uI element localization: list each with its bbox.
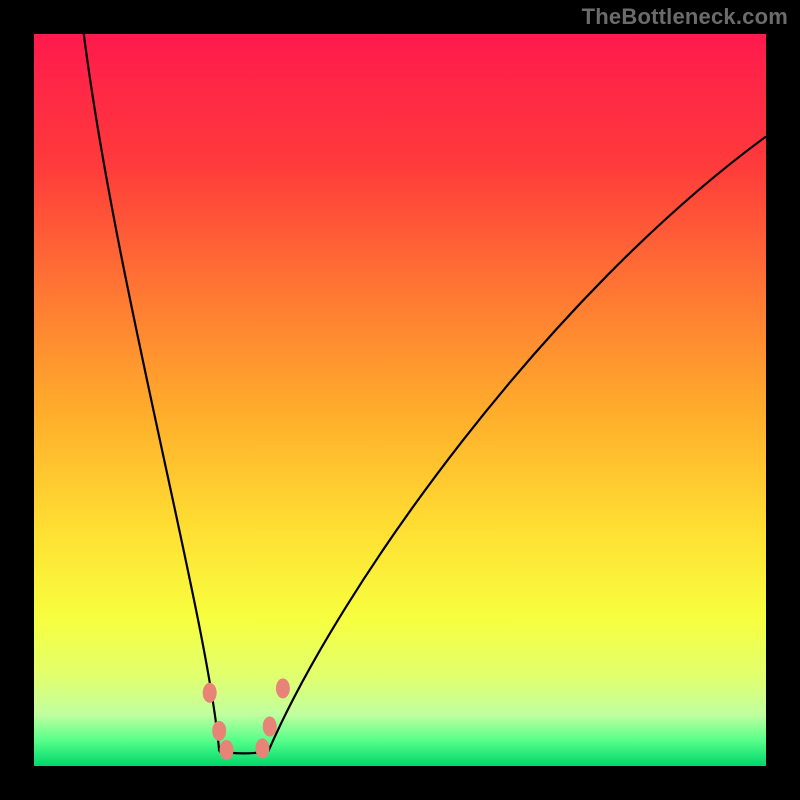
knot-marker	[263, 716, 277, 736]
gradient-background	[34, 34, 766, 766]
knot-marker	[255, 738, 269, 758]
plot-area	[34, 34, 766, 766]
canvas-root: TheBottleneck.com	[0, 0, 800, 800]
knot-marker	[220, 740, 234, 760]
bottleneck-curve-chart	[34, 34, 766, 766]
knot-marker	[276, 678, 290, 698]
knot-marker	[203, 683, 217, 703]
watermark-text: TheBottleneck.com	[582, 4, 788, 30]
knot-marker	[212, 721, 226, 741]
